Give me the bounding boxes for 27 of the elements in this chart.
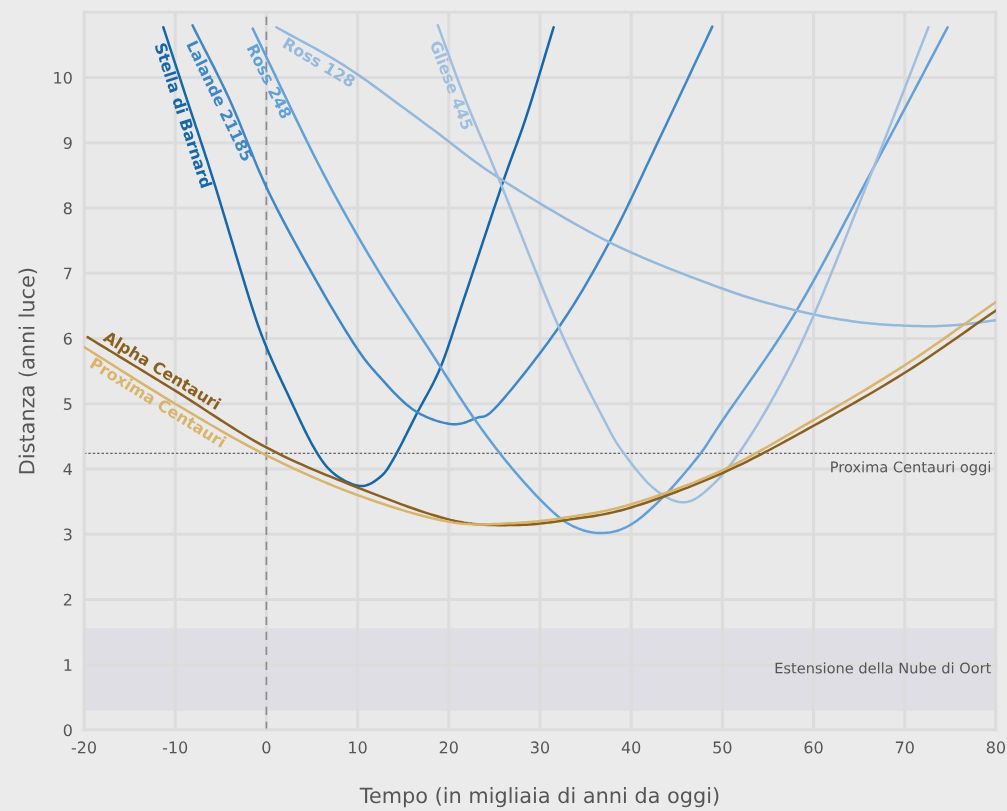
x-tick-label: 20 (439, 741, 458, 754)
y-tick-label: 0 (63, 724, 72, 737)
band-label: Estensione della Nube di Oort (775, 662, 992, 674)
x-axis-title: Tempo (in migliaia di anni da oggi) (359, 787, 719, 808)
x-tick-label: 70 (895, 741, 914, 754)
x-tick-label: 10 (349, 741, 367, 754)
y-tick-label: 9 (63, 136, 72, 150)
ref-line-label: Proxima Centauri oggi (831, 461, 990, 476)
y-axis-title: Distanza (anni luce) (18, 268, 38, 474)
y-tick-label: 2 (63, 593, 72, 606)
x-tick-label: 80 (986, 741, 1006, 754)
y-tick-label: 7 (64, 267, 72, 280)
y-tick-label: 6 (63, 332, 72, 345)
y-tick-label: 5 (63, 398, 72, 411)
y-tick-label: 4 (63, 463, 72, 476)
x-tick-label: 40 (621, 741, 641, 754)
x-tick-label: -20 (71, 741, 96, 754)
text: Gliese 445 (429, 39, 474, 131)
x-tick-label: 0 (262, 741, 271, 754)
x-tick-label: 60 (804, 741, 823, 754)
x-tick-label: -10 (162, 741, 188, 754)
y-tick-label: 1 (64, 659, 72, 671)
x-tick-label: 30 (531, 741, 550, 754)
x-tick-label: 50 (713, 741, 732, 754)
y-tick-label: 10 (54, 71, 72, 84)
y-tick-label: 3 (63, 528, 72, 541)
y-tick-label: 8 (63, 202, 72, 215)
